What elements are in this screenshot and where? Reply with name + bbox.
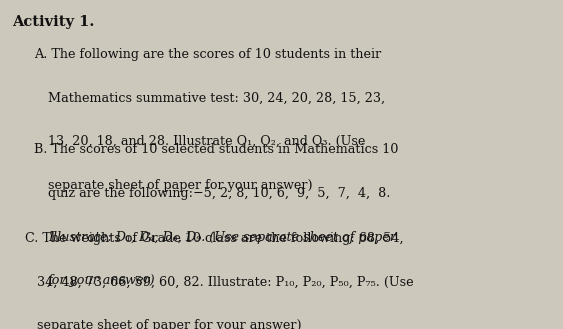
Text: C. The weights of Grade 10 class are the following: 68, 54,: C. The weights of Grade 10 class are the… — [25, 232, 404, 245]
Text: for your answer): for your answer) — [48, 274, 155, 288]
Text: A. The following are the scores of 10 students in their: A. The following are the scores of 10 st… — [34, 48, 381, 61]
Text: Illustrate: D₁, D₄, D₆, D₉. (Use separate sheet of paper: Illustrate: D₁, D₄, D₆, D₉. (Use separat… — [48, 231, 396, 244]
Text: Activity 1.: Activity 1. — [12, 15, 95, 29]
Text: Mathematics summative test: 30, 24, 20, 28, 15, 23,: Mathematics summative test: 30, 24, 20, … — [48, 91, 385, 105]
Text: 34, 48, 73, 66, 59, 60, 82. Illustrate: P₁₀, P₂₀, P₅₀, P₇₅. (Use: 34, 48, 73, 66, 59, 60, 82. Illustrate: … — [37, 276, 413, 289]
Text: separate sheet of paper for your answer): separate sheet of paper for your answer) — [48, 179, 312, 192]
Text: 13, 20, 18, and 28. Illustrate Q₁, Q₂, and Q₃. (Use: 13, 20, 18, and 28. Illustrate Q₁, Q₂, a… — [48, 135, 365, 148]
Text: separate sheet of paper for your answer): separate sheet of paper for your answer) — [37, 319, 301, 329]
Text: quiz are the following:−5, 2, 8, 10, 6,  9,  5,  7,  4,  8.: quiz are the following:−5, 2, 8, 10, 6, … — [48, 187, 390, 200]
Text: B. The scores of 10 selected students in Mathematics 10: B. The scores of 10 selected students in… — [34, 143, 398, 156]
